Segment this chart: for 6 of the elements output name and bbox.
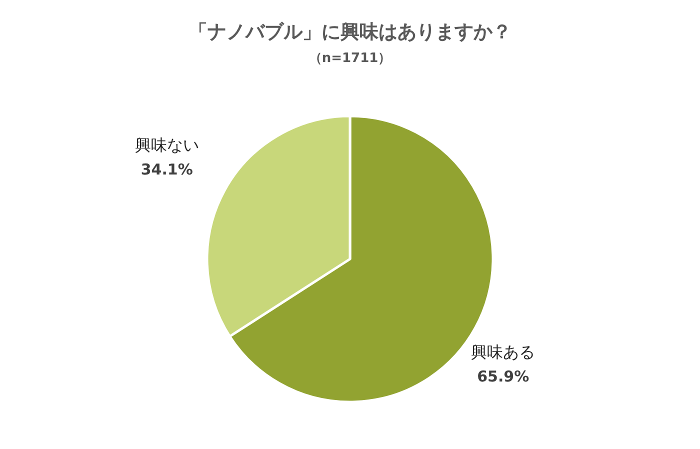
data-label: 65.9%	[477, 368, 530, 386]
slice-label: 興味ない	[134, 135, 199, 154]
chart-subtitle: （n=1711）	[308, 51, 392, 66]
data-label: 34.1%	[140, 160, 193, 178]
chart-title: 「ナノバブル」に興味はありますか？	[188, 21, 512, 43]
slice-label: 興味ある	[471, 342, 536, 362]
